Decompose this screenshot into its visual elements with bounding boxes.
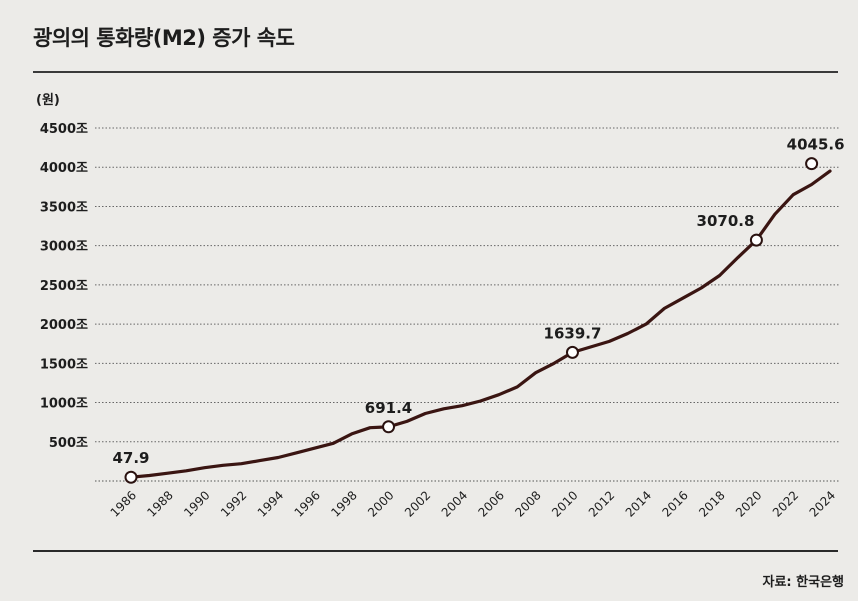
data-point-marker xyxy=(805,157,819,171)
x-tick-label: 2014 xyxy=(623,488,654,519)
data-label: 691.4 xyxy=(365,399,412,417)
y-tick-label: 1500조 xyxy=(40,357,88,372)
y-tick-label: 4500조 xyxy=(40,122,88,137)
data-point-marker xyxy=(124,470,138,484)
y-tick-label: 4000조 xyxy=(40,161,88,176)
x-tick-label: 1986 xyxy=(108,488,139,519)
x-tick-label: 1992 xyxy=(218,488,249,519)
x-tick-label: 2024 xyxy=(807,488,838,519)
x-tick-label: 2020 xyxy=(733,488,764,519)
x-tick-label: 2010 xyxy=(549,488,580,519)
x-tick-label: 1990 xyxy=(181,488,212,519)
y-tick-label: 500조 xyxy=(49,436,88,451)
x-tick-label: 1988 xyxy=(144,488,175,519)
x-tick-label: 2012 xyxy=(586,488,617,519)
x-tick-label: 1994 xyxy=(255,488,286,519)
data-point-marker xyxy=(565,345,579,359)
title-divider xyxy=(33,71,838,73)
x-tick-label: 1996 xyxy=(292,488,323,519)
data-label: 4045.6 xyxy=(787,136,845,154)
x-tick-label: 1998 xyxy=(328,488,359,519)
data-label: 1639.7 xyxy=(544,324,602,342)
y-tick-label: 2000조 xyxy=(40,318,88,333)
y-tick-label: 3000조 xyxy=(40,240,88,255)
x-tick-label: 2006 xyxy=(476,488,507,519)
data-label: 3070.8 xyxy=(697,212,755,230)
source-note: 자료: 한국은행 xyxy=(762,575,845,590)
y-tick-label: 3500조 xyxy=(40,200,88,215)
y-tick-label: 1000조 xyxy=(40,397,88,412)
x-tick-label: 2000 xyxy=(365,488,396,519)
x-tick-label: 2016 xyxy=(659,488,690,519)
data-point-marker xyxy=(749,233,763,247)
x-tick-label: 2002 xyxy=(402,488,433,519)
m2-series-line xyxy=(129,169,832,479)
bottom-divider xyxy=(33,550,838,552)
x-tick-label: 2018 xyxy=(696,488,727,519)
x-tick-label: 2022 xyxy=(770,488,801,519)
x-tick-label: 2008 xyxy=(512,488,543,519)
data-point-marker xyxy=(382,420,396,434)
data-label: 47.9 xyxy=(112,449,149,467)
y-tick-label: 2500조 xyxy=(40,279,88,294)
x-tick-label: 2004 xyxy=(439,488,470,519)
chart-title: 광의의 통화량(M2) 증가 속도 xyxy=(33,26,295,50)
y-axis-unit: (원) xyxy=(36,93,60,108)
